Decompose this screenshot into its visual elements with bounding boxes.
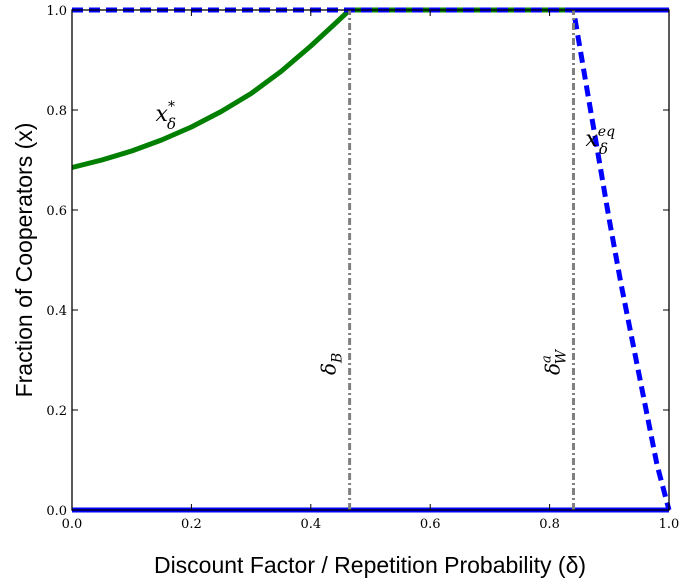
series-annotation-1: xeq δ xyxy=(585,124,615,158)
x-tick-label: 0.4 xyxy=(300,517,321,532)
plot-frame xyxy=(71,9,670,511)
y-tick-label: 0.8 xyxy=(46,104,67,119)
reference-line-label-1: δaW xyxy=(539,348,569,375)
y-tick-label: 0.4 xyxy=(46,304,67,319)
x-tick-label: 0.0 xyxy=(62,517,83,532)
series-line-1 xyxy=(72,7,672,511)
series-line-0 xyxy=(71,7,574,170)
x-tick-label: 1.0 xyxy=(659,517,680,532)
x-axis-title: Discount Factor / Repetition Probability… xyxy=(154,552,586,578)
x-tick-label: 0.2 xyxy=(181,517,202,532)
y-tick-label: 0.0 xyxy=(46,504,67,519)
x-tick-label: 0.6 xyxy=(420,517,441,532)
series-annotation-0: x* δ xyxy=(156,99,176,133)
y-tick-label: 1.0 xyxy=(46,4,67,19)
y-tick-label: 0.6 xyxy=(46,204,67,219)
y-axis-title: Fraction of Cooperators (x) xyxy=(11,123,37,398)
y-tick-label: 0.2 xyxy=(46,404,67,419)
reference-line-label-0: δB xyxy=(317,353,346,375)
x-tick-label: 0.8 xyxy=(539,517,560,532)
